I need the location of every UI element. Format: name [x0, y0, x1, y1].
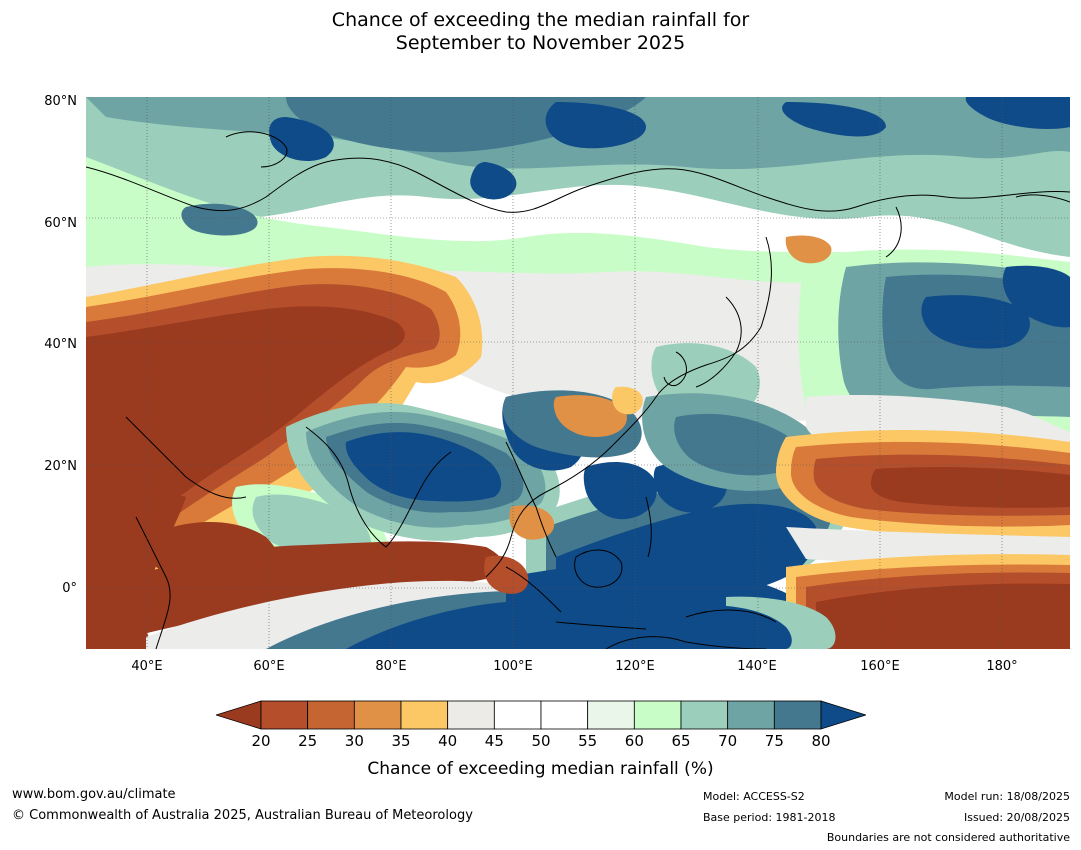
title-line-1: Chance of exceeding the median rainfall …: [331, 9, 750, 31]
lat-label-0: 0°: [62, 581, 77, 596]
colorbar-tick-label: 80: [811, 732, 831, 750]
colorbar-tick-label: 60: [624, 732, 644, 750]
colorbar-swatch: [307, 700, 355, 730]
coastline-new-guinea: [685, 609, 777, 623]
lon-label-140e: 140°E: [737, 659, 777, 674]
colorbar-swatch: [540, 700, 589, 730]
region-sumatra-dry: [484, 555, 529, 594]
colorbar-tick-label: 25: [298, 732, 318, 750]
colorbar-swatch: [633, 700, 682, 730]
colorbar-swatch: [493, 700, 542, 730]
footer-model: Model: ACCESS-S2: [703, 790, 805, 803]
coastline-sumatra: [505, 566, 562, 613]
region-india-extreme: [345, 432, 502, 502]
region-south-china-dry-2: [612, 386, 643, 415]
colorbar-swatch: [680, 700, 729, 730]
region-pacific-coast-strong: [674, 413, 795, 476]
colorbar: [216, 700, 866, 730]
region-south-china-dry: [553, 395, 627, 437]
region-north-extreme-1: [545, 102, 646, 149]
colorbar-tick-label: 35: [391, 732, 411, 750]
colorbar-swatch: [587, 700, 635, 730]
footer-url: www.bom.gov.au/climate: [12, 787, 176, 802]
region-north-pacific-extreme-2: [1002, 265, 1070, 328]
colorbar-extension-low: [216, 700, 262, 730]
lon-label-100e: 100°E: [493, 659, 533, 674]
coastline-australia: [605, 636, 767, 649]
region-north-pacific-extreme-1: [921, 295, 1030, 349]
colorbar-swatch: [260, 700, 309, 730]
region-south-china-extreme: [583, 462, 657, 520]
colorbar-tick-label: 20: [251, 732, 271, 750]
footer-disclaimer: Boundaries are not considered authoritat…: [826, 831, 1070, 844]
colorbar-swatch: [727, 700, 775, 730]
coastline-japan: [695, 296, 742, 388]
footer-issued: Issued: 20/08/2025: [963, 811, 1070, 824]
lon-label-80e: 80°E: [375, 659, 407, 674]
lon-label-120e: 120°E: [615, 659, 655, 674]
lat-label-40n: 40°N: [44, 337, 77, 352]
coastlines: [86, 131, 1070, 649]
lat-label-60n: 60°N: [44, 216, 77, 231]
colorbar-tick-label: 45: [484, 732, 504, 750]
region-north-extreme-4: [782, 102, 886, 137]
coastline-east-asia: [485, 236, 772, 578]
colorbar-tick-label: 75: [764, 732, 784, 750]
lon-label-180: 180°: [986, 659, 1018, 674]
coastline-korea: [663, 351, 687, 387]
coastline-kamchatka: [885, 206, 902, 258]
footer-model-run: Model run: 18/08/2025: [944, 790, 1070, 803]
title-line-2: September to November 2025: [395, 32, 686, 54]
region-eq-pacific-dry-extreme: [816, 583, 1070, 649]
rainfall-map-svg: [86, 97, 1070, 649]
rainfall-map: [86, 97, 1070, 649]
region-north-extreme-3: [470, 162, 517, 200]
colorbar-tick-label: 55: [578, 732, 598, 750]
footer-base-period: Base period: 1981-2018: [703, 811, 836, 824]
coastline-arabia: [125, 416, 247, 499]
colorbar-swatch: [447, 700, 495, 730]
footer-copyright: © Commonwealth of Australia 2025, Austra…: [12, 808, 473, 823]
region-okhotsk-dry: [785, 235, 832, 264]
colorbar-tick-label: 50: [531, 732, 551, 750]
coastline-north-eurasia: [86, 157, 1070, 213]
graticule: [86, 97, 1070, 649]
colorbar-swatch: [353, 700, 402, 730]
colorbar-extension-high: [820, 700, 866, 730]
region-north-strong-2: [181, 203, 258, 236]
lat-label-80n: 80°N: [44, 94, 77, 109]
colorbar-tick-label: 30: [344, 732, 364, 750]
coastline-borneo: [574, 549, 623, 588]
region-north-extreme-2: [269, 117, 334, 162]
colorbar-tick-label: 65: [671, 732, 691, 750]
coastline-india: [305, 426, 452, 548]
colorbar-tick-label: 70: [718, 732, 738, 750]
coastline-java: [555, 621, 647, 630]
lat-label-20n: 20°N: [44, 459, 77, 474]
region-pacific-dry-extreme: [871, 467, 1070, 508]
lon-label-160e: 160°E: [860, 659, 900, 674]
lon-label-40e: 40°E: [131, 659, 163, 674]
lon-label-60e: 60°E: [253, 659, 285, 674]
colorbar-tick-label: 40: [438, 732, 458, 750]
coastline-philippines: [645, 496, 652, 558]
coastline-africa-east: [135, 516, 171, 649]
colorbar-swatch: [400, 700, 449, 730]
chart-title: Chance of exceeding the median rainfall …: [0, 9, 1081, 55]
coastline-indochina: [505, 441, 557, 558]
coastline-alaska: [1015, 194, 1070, 203]
colorbar-swatch: [773, 700, 822, 730]
region-north-extreme-5: [965, 97, 1070, 129]
colorbar-title: Chance of exceeding median rainfall (%): [367, 759, 714, 779]
coastline-scandinavia: [225, 131, 288, 168]
